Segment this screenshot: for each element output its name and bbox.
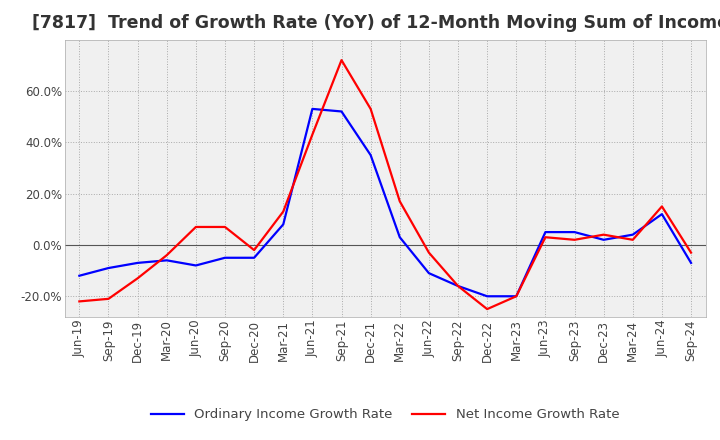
Net Income Growth Rate [483,306,492,312]
Ordinary Income Growth Rate [629,232,637,237]
Net Income Growth Rate [308,132,317,137]
Ordinary Income Growth Rate [395,235,404,240]
Line: Ordinary Income Growth Rate: Ordinary Income Growth Rate [79,109,691,296]
Ordinary Income Growth Rate [657,212,666,217]
Ordinary Income Growth Rate [192,263,200,268]
Ordinary Income Growth Rate [163,258,171,263]
Net Income Growth Rate [192,224,200,230]
Line: Net Income Growth Rate: Net Income Growth Rate [79,60,691,309]
Ordinary Income Growth Rate [687,260,696,265]
Ordinary Income Growth Rate [425,271,433,276]
Ordinary Income Growth Rate [250,255,258,260]
Net Income Growth Rate [454,283,462,289]
Net Income Growth Rate [163,253,171,258]
Net Income Growth Rate [395,198,404,204]
Net Income Growth Rate [570,237,579,242]
Net Income Growth Rate [104,296,113,301]
Ordinary Income Growth Rate [104,265,113,271]
Ordinary Income Growth Rate [512,293,521,299]
Ordinary Income Growth Rate [599,237,608,242]
Net Income Growth Rate [629,237,637,242]
Ordinary Income Growth Rate [220,255,229,260]
Net Income Growth Rate [425,250,433,255]
Ordinary Income Growth Rate [366,152,375,158]
Net Income Growth Rate [687,250,696,255]
Net Income Growth Rate [133,275,142,281]
Net Income Growth Rate [337,58,346,63]
Net Income Growth Rate [220,224,229,230]
Ordinary Income Growth Rate [279,222,287,227]
Ordinary Income Growth Rate [308,106,317,111]
Legend: Ordinary Income Growth Rate, Net Income Growth Rate: Ordinary Income Growth Rate, Net Income … [145,403,625,427]
Net Income Growth Rate [75,299,84,304]
Ordinary Income Growth Rate [483,293,492,299]
Title: [7817]  Trend of Growth Rate (YoY) of 12-Month Moving Sum of Incomes: [7817] Trend of Growth Rate (YoY) of 12-… [32,15,720,33]
Net Income Growth Rate [279,209,287,214]
Net Income Growth Rate [366,106,375,111]
Ordinary Income Growth Rate [454,283,462,289]
Net Income Growth Rate [599,232,608,237]
Net Income Growth Rate [512,293,521,299]
Ordinary Income Growth Rate [541,229,550,235]
Ordinary Income Growth Rate [337,109,346,114]
Ordinary Income Growth Rate [133,260,142,265]
Net Income Growth Rate [250,247,258,253]
Ordinary Income Growth Rate [570,229,579,235]
Ordinary Income Growth Rate [75,273,84,279]
Net Income Growth Rate [657,204,666,209]
Net Income Growth Rate [541,235,550,240]
